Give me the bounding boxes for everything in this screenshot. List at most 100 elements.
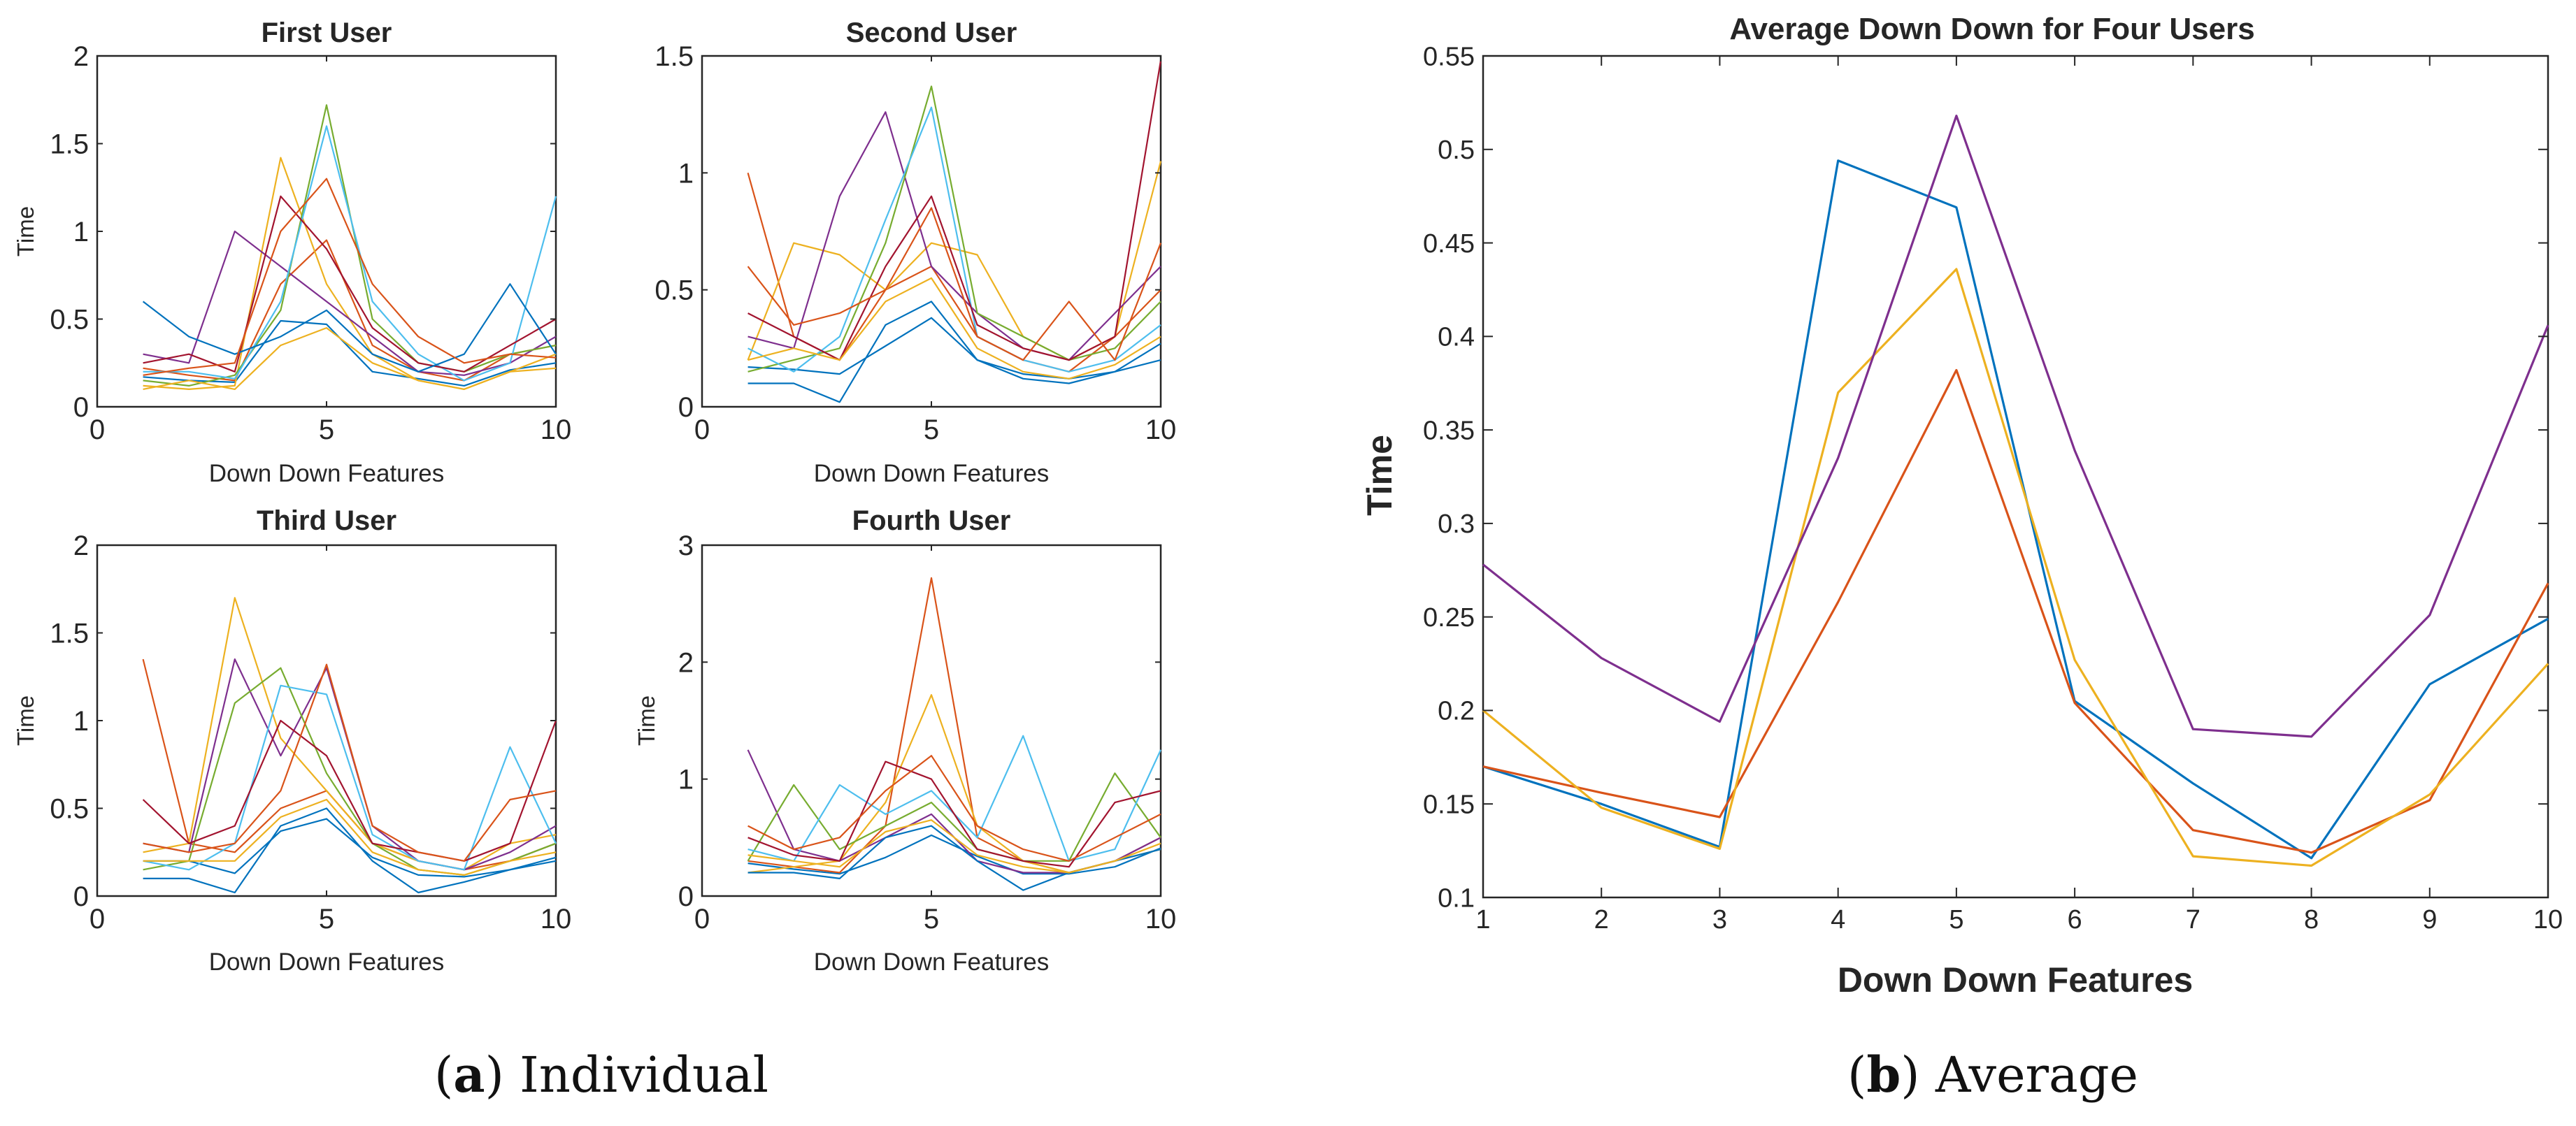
caption-a-letter: a xyxy=(453,1046,485,1104)
line-marks xyxy=(1482,115,2549,867)
x-tick-label: 5 xyxy=(924,414,939,445)
x-axis-label: Down Down Features xyxy=(1838,960,2193,999)
series-line xyxy=(747,755,1161,862)
chart-third-user: Third User 0 5 10 0 0.5 1 1.5 2 Down Down Featu… xyxy=(13,505,571,976)
y-tick-label: 0.35 xyxy=(1423,416,1475,445)
x-tick-label: 5 xyxy=(1949,905,1963,934)
line-marks xyxy=(747,60,1162,403)
series-line xyxy=(143,239,557,382)
y-tick-label: 1 xyxy=(678,158,694,189)
plot-frame xyxy=(1482,55,2549,899)
x-tick-label: 7 xyxy=(2186,905,2201,934)
tick-marks: 0 5 10 0 0.5 1 1.5 2 xyxy=(50,41,571,445)
chart-average: Average Down Down for Four Users 1 2 3 4 5 6 7… xyxy=(1360,12,2563,999)
y-tick-label: 0.45 xyxy=(1423,229,1475,259)
series-line xyxy=(747,834,1161,875)
y-tick-label: 0.5 xyxy=(654,275,694,306)
series-line xyxy=(143,818,557,878)
y-tick-label: 0.5 xyxy=(1438,136,1475,165)
y-tick-label: 1.5 xyxy=(50,129,89,160)
y-axis-label: Time xyxy=(1360,435,1399,516)
series-line xyxy=(143,684,557,871)
series-line xyxy=(747,819,1161,874)
series-line xyxy=(143,663,557,862)
series-line xyxy=(1482,115,2549,738)
series-line xyxy=(747,207,1162,361)
series-line xyxy=(143,230,557,376)
x-tick-label: 0 xyxy=(90,414,105,445)
series-line xyxy=(747,301,1161,403)
x-tick-label: 5 xyxy=(319,904,334,934)
x-tick-label: 10 xyxy=(2533,905,2563,934)
y-tick-label: 0 xyxy=(73,392,89,423)
x-tick-label: 0 xyxy=(90,904,105,934)
series-line xyxy=(143,597,557,871)
plot-frame xyxy=(96,55,557,408)
x-tick-label: 10 xyxy=(1145,904,1177,934)
x-axis-label: Down Down Features xyxy=(814,460,1050,487)
y-tick-label: 3 xyxy=(678,530,694,561)
chart-second-user: Second User 0 5 10 0 0.5 1 1.5 Down Down Featu… xyxy=(654,17,1176,487)
x-tick-label: 9 xyxy=(2422,905,2437,934)
tick-marks: 0 5 10 0 1 2 3 xyxy=(678,530,1177,934)
x-axis-label: Down Down Features xyxy=(814,948,1050,976)
x-tick-label: 6 xyxy=(2068,905,2082,934)
x-axis-label: Down Down Features xyxy=(209,948,445,976)
y-tick-label: 1.5 xyxy=(654,41,694,72)
y-axis-label: Time xyxy=(13,695,38,746)
tick-marks: 0 5 10 0 0.5 1 1.5 2 xyxy=(50,530,571,934)
y-tick-label: 1 xyxy=(73,217,89,247)
x-tick-label: 5 xyxy=(924,904,939,934)
plot-frame xyxy=(701,544,1162,897)
series-line xyxy=(142,719,557,862)
y-axis-label: Time xyxy=(634,695,659,746)
series-line xyxy=(747,317,1161,380)
x-tick-label: 10 xyxy=(1145,414,1177,445)
y-tick-label: 0 xyxy=(678,392,694,423)
series-line xyxy=(143,319,557,387)
plot-frame xyxy=(96,544,557,897)
line-marks xyxy=(142,104,557,391)
x-tick-label: 10 xyxy=(541,904,572,934)
y-tick-label: 2 xyxy=(678,647,694,678)
y-tick-label: 1 xyxy=(73,706,89,737)
series-line xyxy=(747,60,1162,361)
series-line xyxy=(747,111,1161,361)
y-axis-label: Time xyxy=(13,206,38,257)
x-tick-label: 4 xyxy=(1831,905,1845,934)
x-tick-label: 1 xyxy=(1475,905,1490,934)
chart-title: Third User xyxy=(257,505,396,536)
series-line xyxy=(142,283,557,373)
chart-title: Fourth User xyxy=(852,505,1011,536)
y-tick-label: 0.3 xyxy=(1438,510,1475,539)
caption-b-letter: b xyxy=(1866,1046,1901,1104)
y-tick-label: 0 xyxy=(678,881,694,912)
tick-marks: 0 5 10 0 0.5 1 1.5 xyxy=(654,41,1176,445)
chart-first-user: First User 0 5 10 0 0.5 1 1.5 2 Down Down Featu… xyxy=(13,17,571,487)
chart-title: Second User xyxy=(846,17,1017,48)
x-tick-label: 0 xyxy=(694,904,710,934)
chart-title: First User xyxy=(262,17,392,48)
plot-frame xyxy=(701,55,1162,408)
x-tick-label: 0 xyxy=(694,414,710,445)
series-line xyxy=(143,178,557,376)
series-line xyxy=(747,277,1161,380)
caption-b: (b) Average xyxy=(1847,1046,2138,1104)
y-tick-label: 0.25 xyxy=(1423,603,1475,633)
y-tick-label: 2 xyxy=(73,530,89,561)
series-line xyxy=(143,798,557,876)
series-line xyxy=(747,760,1161,868)
caption-b-text: Average xyxy=(1935,1046,2138,1104)
series-line xyxy=(143,125,557,382)
y-tick-label: 0 xyxy=(73,881,89,912)
y-tick-label: 1.5 xyxy=(50,619,89,649)
chart-title: Average Down Down for Four Users xyxy=(1729,12,2254,46)
series-line xyxy=(1482,368,2549,854)
y-tick-label: 0.4 xyxy=(1438,323,1475,352)
caption-a: (a) Individual xyxy=(434,1046,768,1104)
series-line xyxy=(1482,159,2549,860)
y-tick-label: 0.5 xyxy=(50,305,89,335)
line-marks xyxy=(747,577,1161,891)
y-tick-label: 1 xyxy=(678,765,694,795)
